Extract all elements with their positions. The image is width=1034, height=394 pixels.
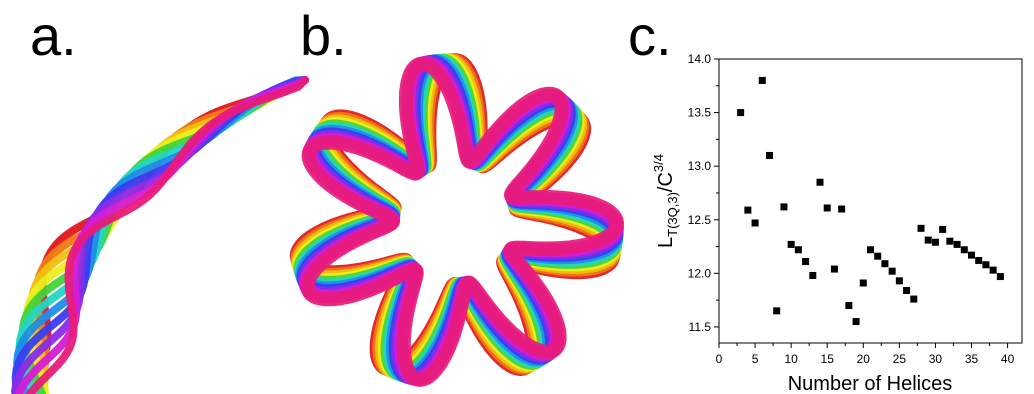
y-axis-label-sub: T(3Q,3) — [665, 192, 680, 237]
data-point — [989, 266, 997, 274]
helix-strand — [25, 76, 309, 394]
data-point — [939, 225, 947, 233]
data-point — [960, 246, 968, 254]
data-point — [766, 151, 773, 159]
data-point — [773, 307, 781, 315]
data-point — [816, 178, 824, 186]
plot-frame — [718, 58, 1023, 344]
toroid-strands-group — [289, 53, 624, 387]
helix-bundle-side-view — [11, 76, 309, 394]
y-tick-label: 12.5 — [688, 213, 712, 227]
y-axis-label-sup: 3/4 — [651, 154, 666, 172]
helix-toroid-top-view — [289, 53, 624, 387]
panel-label-b: b. — [300, 4, 347, 67]
data-point — [895, 277, 903, 285]
y-axis-label-main: L — [655, 237, 677, 248]
data-point — [751, 219, 759, 227]
data-point — [874, 252, 882, 260]
y-tick-label: 11.5 — [689, 320, 712, 334]
data-point — [830, 265, 838, 273]
panel-label-c: c. — [628, 4, 672, 67]
x-tick-label: 20 — [857, 352, 871, 366]
data-point — [996, 273, 1004, 281]
helix-strands-group — [11, 76, 309, 394]
data-point — [823, 204, 831, 212]
data-point — [737, 109, 745, 117]
data-point — [852, 318, 860, 326]
data-point — [780, 203, 788, 211]
data-point — [903, 286, 911, 294]
x-tick-label: 10 — [784, 352, 798, 366]
data-point — [867, 246, 874, 254]
data-point — [953, 240, 961, 248]
data-point — [758, 76, 766, 84]
data-point — [802, 258, 810, 266]
panel-label-a: a. — [30, 4, 77, 67]
x-tick-label: 5 — [752, 352, 759, 366]
data-point — [917, 224, 925, 232]
y-tick-label: 14.0 — [688, 52, 712, 66]
y-tick-label: 13.5 — [688, 106, 712, 120]
data-point — [982, 261, 990, 269]
x-axis-label: Number of Helices — [788, 373, 953, 394]
data-point — [794, 246, 802, 254]
scatter-chart: 0 5 10 15 20 25 30 35 40 11.5 12.0 12.5 13.0 13.5 14.… — [651, 52, 1023, 394]
x-tick-label: 15 — [821, 352, 835, 366]
y-tick-label: 13.0 — [688, 159, 712, 173]
data-point — [888, 267, 896, 275]
data-points — [737, 76, 1004, 326]
toroid-strand — [300, 56, 624, 387]
data-point — [975, 256, 983, 264]
data-point — [845, 301, 853, 309]
y-axis-label-mid: /C — [655, 172, 677, 192]
data-point — [859, 279, 867, 287]
y-axis-label: LT(3Q,3)/C3/4 — [651, 154, 680, 248]
data-point — [910, 295, 918, 303]
data-point — [838, 205, 846, 213]
data-point — [968, 251, 975, 259]
data-point — [924, 236, 932, 244]
x-tick-label: 40 — [1001, 352, 1015, 366]
y-tick-label: 12.0 — [688, 266, 712, 280]
x-tick-label: 25 — [893, 352, 907, 366]
x-tick-label: 35 — [965, 352, 979, 366]
data-point — [881, 260, 889, 268]
data-point — [809, 271, 817, 279]
data-point — [946, 237, 954, 245]
x-tick-label: 0 — [716, 352, 723, 366]
data-point — [931, 238, 939, 246]
data-point — [744, 206, 752, 214]
x-tick-label: 30 — [929, 352, 943, 366]
x-axis-ticks: 0 5 10 15 20 25 30 35 40 — [716, 343, 1015, 366]
y-axis-ticks: 11.5 12.0 12.5 13.0 13.5 14.0 — [688, 52, 719, 334]
data-point — [787, 240, 795, 248]
